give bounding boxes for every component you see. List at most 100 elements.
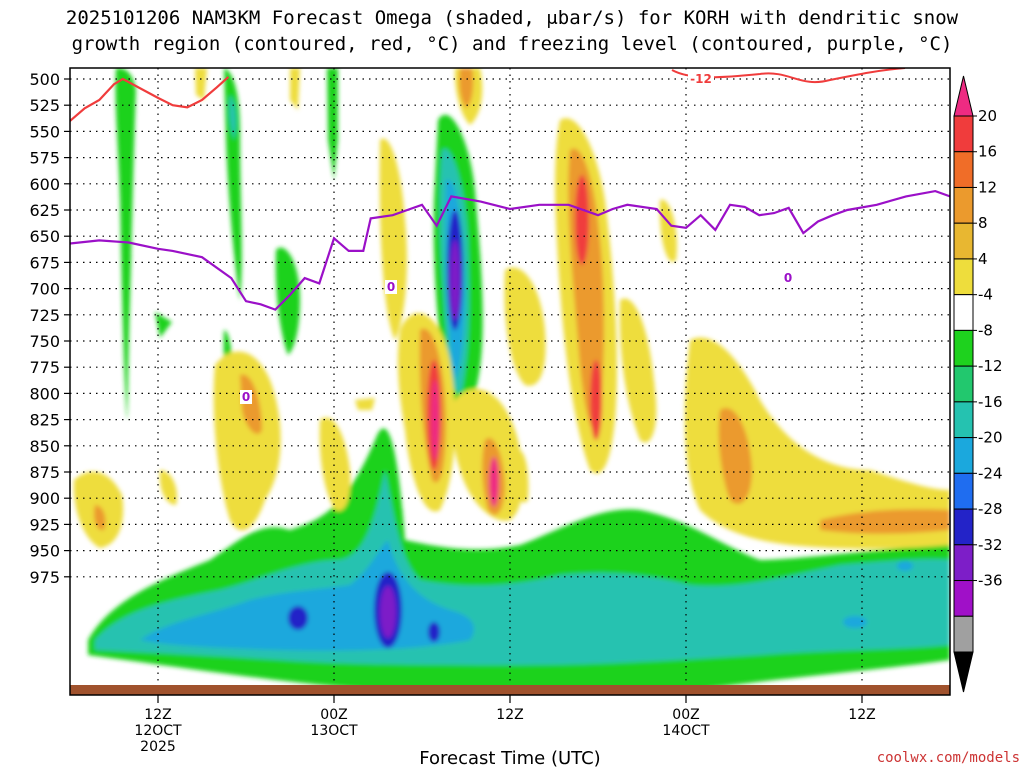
colorbar-segment xyxy=(953,580,974,617)
omega-streak-green xyxy=(155,312,172,338)
y-tick-label: 725 xyxy=(29,306,60,325)
colorbar-label: -4 xyxy=(978,286,993,304)
x-tick-date: 14OCT xyxy=(662,723,710,739)
omega-sink-magenta xyxy=(489,457,499,507)
x-axis-title: Forecast Time (UTC) xyxy=(419,748,600,768)
omega-sink-red xyxy=(575,175,589,265)
omega-sink-yellow xyxy=(514,449,529,503)
x-tick-label: 12Z xyxy=(144,707,171,723)
y-tick-label: 925 xyxy=(29,515,60,534)
y-axis: 500 525 550 575 600 625 650 675 700 725 750 775 800 8… xyxy=(29,70,70,587)
y-tick-label: 600 xyxy=(29,175,60,194)
freezing-label: 0 xyxy=(387,280,395,294)
omega-streak-green xyxy=(327,68,338,180)
y-tick-label: 775 xyxy=(29,358,60,377)
chart-title-line1: 2025101206 NAM3KM Forecast Omega (shaded… xyxy=(66,7,959,29)
x-tick-year: 2025 xyxy=(140,739,176,755)
colorbar-segment xyxy=(953,401,974,439)
colorbar-segment xyxy=(953,329,974,367)
omega-sink-yellow xyxy=(355,398,375,410)
colorbar-segment xyxy=(953,294,974,331)
omega-sink-yellow xyxy=(319,417,351,511)
freezing-label: 0 xyxy=(784,271,792,285)
colorbar-label: -12 xyxy=(978,357,1003,375)
dgz-label: -12 xyxy=(690,72,712,86)
colorbar-segment xyxy=(953,472,974,510)
y-tick-label: 675 xyxy=(29,253,60,272)
omega-core-purple xyxy=(380,586,396,638)
colorbar-label: 20 xyxy=(978,107,997,125)
omega-spot-blue xyxy=(897,561,913,571)
credit-text: coolwx.com/models xyxy=(877,750,1020,766)
colorbar-segment xyxy=(953,365,974,403)
omega-sink-yellow xyxy=(684,337,950,549)
colorbar-label: 16 xyxy=(978,143,997,161)
y-tick-label: 875 xyxy=(29,463,60,482)
colorbar-arrow-bottom xyxy=(953,651,974,693)
y-tick-label: 825 xyxy=(29,411,60,430)
colorbar-segment xyxy=(953,115,974,153)
y-tick-label: 750 xyxy=(29,332,60,351)
x-tick-date: 12OCT xyxy=(134,723,182,739)
x-tick-label: 12Z xyxy=(848,707,875,723)
freezing-label: 0 xyxy=(242,390,250,404)
freezing-level-contour xyxy=(70,189,950,311)
contour-labels: 0 0 0 -12 xyxy=(240,71,794,404)
colorbar-segment xyxy=(953,437,974,474)
colorbar: 20 16 12 8 4 -4 -8 -12 -16 -20 -24 -28 -32 -36 xyxy=(953,75,1003,693)
colorbar-label: -20 xyxy=(978,429,1003,447)
colorbar-label: -8 xyxy=(978,321,993,339)
omega-sink-orange xyxy=(820,509,950,534)
y-tick-label: 550 xyxy=(29,122,60,141)
omega-sink-yellow xyxy=(619,298,657,443)
colorbar-segment xyxy=(953,222,974,260)
colorbar-segment xyxy=(953,615,974,653)
colorbar-label: -36 xyxy=(978,572,1003,590)
y-tick-label: 700 xyxy=(29,280,60,299)
grid xyxy=(70,68,950,695)
colorbar-label: -32 xyxy=(978,536,1003,554)
y-tick-label: 900 xyxy=(29,489,60,508)
omega-column-core-purple xyxy=(450,240,460,320)
omega-sink-orange xyxy=(459,68,474,108)
colorbar-label: -28 xyxy=(978,500,1003,518)
omega-spot-blue xyxy=(843,616,867,628)
omega-sink-yellow xyxy=(213,351,281,531)
chart-title-line2: growth region (contoured, red, °C) and f… xyxy=(72,33,953,55)
y-tick-label: 525 xyxy=(29,96,60,115)
colorbar-segment xyxy=(953,186,974,224)
omega-sink-yellow xyxy=(659,199,677,262)
omega-sink-red xyxy=(590,360,602,440)
omega-spot-indigo xyxy=(288,606,308,630)
x-tick-label: 00Z xyxy=(320,707,347,723)
omega-streak-green xyxy=(275,247,300,355)
omega-streak-green xyxy=(229,95,237,140)
omega-streak-green xyxy=(115,68,136,420)
colorbar-label: 8 xyxy=(978,214,988,232)
colorbar-label: -24 xyxy=(978,464,1003,482)
y-tick-label: 850 xyxy=(29,437,60,456)
colorbar-segment xyxy=(953,258,974,296)
y-tick-label: 975 xyxy=(29,568,60,587)
omega-shading xyxy=(73,68,950,691)
colorbar-segment xyxy=(953,544,974,582)
colorbar-arrow-top xyxy=(953,75,974,117)
colorbar-label: 4 xyxy=(978,250,988,268)
omega-sink-yellow xyxy=(159,470,178,505)
y-tick-label: 800 xyxy=(29,384,60,403)
dgz-contour-minus12 xyxy=(70,76,230,122)
y-tick-label: 650 xyxy=(29,227,60,246)
omega-sink-yellow xyxy=(504,267,546,386)
y-tick-label: 575 xyxy=(29,149,60,168)
x-tick-date: 13OCT xyxy=(310,723,358,739)
y-tick-label: 625 xyxy=(29,201,60,220)
colorbar-segment xyxy=(953,508,974,546)
colorbar-label: -16 xyxy=(978,393,1003,411)
y-tick-label: 500 xyxy=(29,70,60,89)
terrain-surface xyxy=(70,685,950,695)
omega-spot-indigo xyxy=(428,622,440,642)
colorbar-label: 12 xyxy=(978,178,997,196)
omega-sink-yellow xyxy=(195,68,207,100)
